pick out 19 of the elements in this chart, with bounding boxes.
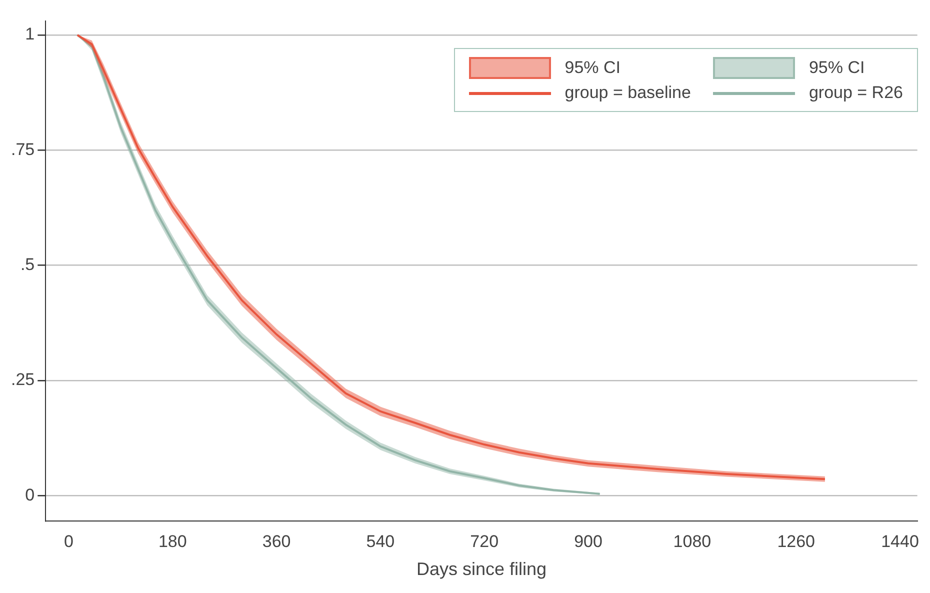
y-tick-label: .25	[10, 370, 35, 390]
legend-label: group = R26	[808, 83, 903, 103]
annotation: 95% CI	[808, 58, 866, 78]
x-tick-label: 360	[262, 532, 291, 551]
x-axis-title: Days since filing	[416, 559, 547, 580]
x-tick-label: 900	[574, 532, 602, 551]
x-tick-label: 180	[158, 532, 187, 551]
x-tick-label: 540	[366, 532, 395, 551]
legend-label: group = baseline	[564, 83, 691, 103]
x-tick-label: 720	[470, 532, 499, 551]
y-tick-label: 0	[25, 485, 35, 504]
x-tick-label: 1440	[881, 532, 919, 551]
y-tick-label: .75	[10, 140, 35, 159]
y-tick-label: .5	[20, 255, 35, 274]
x-tick-label: 0	[64, 532, 74, 551]
annotation: 95% CI	[564, 58, 622, 78]
y-tick-label: 1	[25, 24, 35, 44]
x-tick-label: 1080	[673, 532, 712, 551]
x-tick-label: 1260	[777, 532, 816, 551]
